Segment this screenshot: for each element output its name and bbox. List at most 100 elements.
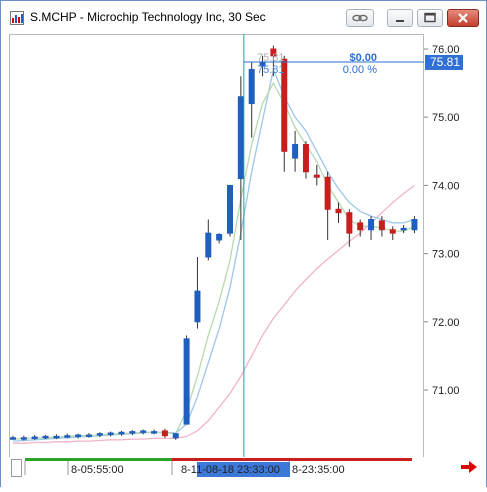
candle-body [151, 431, 158, 434]
candle[interactable] [302, 141, 309, 179]
candle[interactable] [324, 171, 331, 240]
candle-body [216, 234, 223, 241]
candle[interactable] [281, 55, 288, 172]
candle[interactable] [411, 216, 418, 234]
candle[interactable] [151, 429, 158, 435]
candle[interactable] [118, 430, 125, 436]
last-price-label: 75.81 [430, 55, 460, 69]
candle[interactable] [248, 62, 255, 138]
candle-body [129, 431, 136, 434]
candle-body [194, 290, 201, 323]
minimize-button[interactable] [387, 9, 413, 27]
candle-body [400, 227, 407, 231]
time-axis-bar: 8-05:55:00 8-11-08-18 23:33:00 8-23:35:0… [1, 457, 486, 487]
candle[interactable] [20, 435, 27, 441]
crosshair-time-highlight [197, 462, 290, 477]
candle-body [378, 220, 385, 231]
candle-body [411, 219, 418, 231]
candle[interactable] [107, 431, 114, 437]
candle-body [205, 232, 212, 258]
candle-body [270, 48, 277, 57]
close-icon [458, 13, 468, 23]
candle-body [389, 229, 396, 234]
candle[interactable] [389, 226, 396, 240]
time-label-1: 8-05:55:00 [71, 464, 124, 476]
candle[interactable] [205, 219, 212, 261]
candle[interactable] [140, 429, 147, 435]
candle[interactable] [313, 164, 320, 186]
candle-body [20, 437, 27, 440]
candle-body [292, 143, 299, 159]
candle[interactable] [172, 433, 179, 440]
candle[interactable] [216, 233, 223, 244]
candle[interactable] [53, 434, 60, 440]
chart-plot-area[interactable] [9, 34, 424, 458]
candle-body [118, 431, 125, 435]
candle[interactable] [183, 335, 190, 425]
candle[interactable] [31, 435, 38, 440]
time-label-3: 8-23:35:00 [292, 464, 345, 476]
candle[interactable] [85, 432, 92, 438]
close-button[interactable] [447, 9, 479, 27]
y-tick-label: 75.00 [432, 112, 460, 124]
candle[interactable] [227, 184, 233, 237]
candle[interactable] [96, 432, 103, 438]
candle[interactable] [270, 45, 277, 77]
hover-price: 75.81 [257, 52, 285, 64]
candle-body [281, 58, 288, 152]
session-bar-green [25, 458, 172, 461]
candle-body [64, 435, 71, 438]
time-label-2: 8-11-08-18 23:33:00 [181, 464, 280, 476]
y-axis-panel [424, 34, 486, 458]
link-icon [352, 14, 368, 22]
candle-body [346, 212, 353, 234]
candle[interactable] [129, 430, 136, 436]
y-tick-label: 76.00 [432, 44, 460, 56]
candle-body [335, 208, 342, 214]
window-title: S.MCHP - Microchip Technology Inc, 30 Se… [30, 10, 266, 24]
y-tick-label: 72.00 [432, 317, 460, 329]
ma-mid-line [12, 67, 415, 442]
candle[interactable] [237, 76, 244, 240]
title-bar[interactable]: S.MCHP - Microchip Technology Inc, 30 Se… [1, 1, 486, 33]
candle[interactable] [335, 202, 342, 223]
ma-slow-line [13, 184, 415, 444]
candle-body [53, 435, 60, 439]
chart-app-icon [10, 11, 24, 25]
maximize-button[interactable] [417, 9, 443, 27]
link-button[interactable] [346, 9, 374, 27]
candle[interactable] [292, 130, 299, 172]
candle[interactable] [42, 435, 49, 440]
y-tick-label: 74.00 [432, 180, 460, 192]
candle[interactable] [10, 435, 16, 440]
scroll-handle[interactable] [11, 459, 22, 477]
ma-fast-line [12, 81, 415, 440]
y-tick-label: 73.00 [432, 249, 460, 261]
candle-body [324, 176, 331, 210]
candle-body [10, 437, 16, 440]
session-bar-red [172, 458, 412, 461]
candle-body [302, 143, 309, 173]
candle-body [357, 222, 364, 231]
candle[interactable] [378, 216, 385, 237]
hover-price-secondary: 75.81 [257, 64, 285, 76]
candle-body [85, 434, 92, 438]
candle[interactable] [161, 428, 168, 438]
candle[interactable] [64, 433, 71, 439]
candle-body [368, 219, 375, 231]
candle-body [31, 436, 38, 440]
candle-body [172, 433, 179, 439]
candle-body [42, 435, 49, 439]
candle[interactable] [75, 433, 82, 439]
candle[interactable] [194, 257, 201, 329]
candle-body [161, 430, 168, 437]
candle-body [248, 68, 255, 105]
scroll-right-arrow-icon[interactable] [459, 458, 479, 476]
pnl-value: $0.00 [349, 52, 377, 64]
candle[interactable] [346, 209, 353, 247]
candle[interactable] [368, 216, 375, 240]
candle[interactable] [357, 219, 364, 237]
candle[interactable] [400, 224, 407, 234]
